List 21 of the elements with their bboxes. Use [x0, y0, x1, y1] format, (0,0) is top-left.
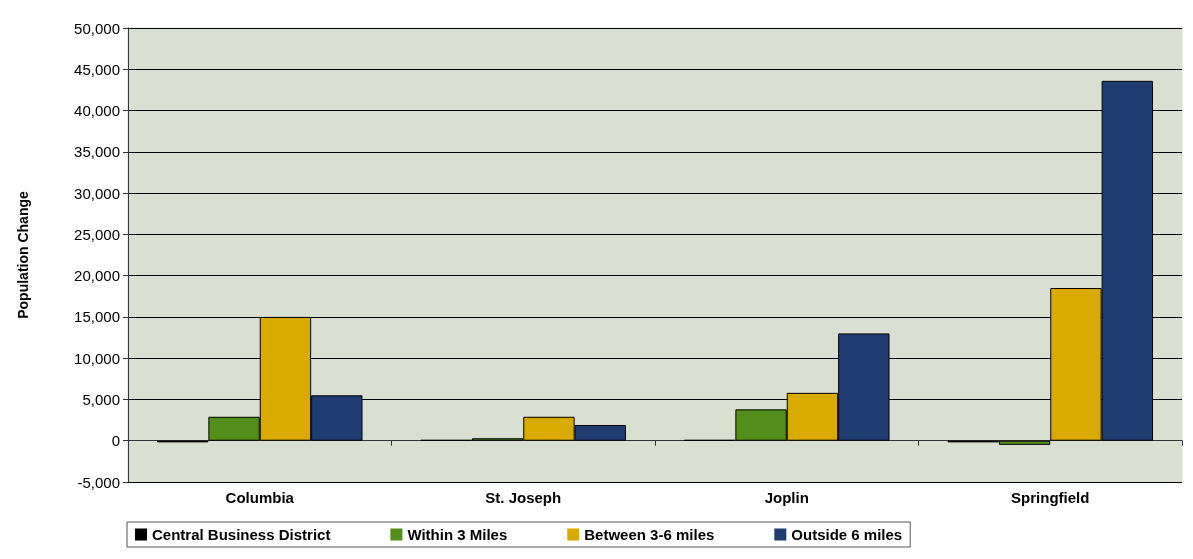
y-tick-label: 0 [111, 432, 120, 450]
x-tick-label: Columbia [225, 489, 295, 506]
y-tick-label: 40,000 [74, 102, 120, 120]
y-tick-label: 30,000 [74, 184, 120, 202]
x-tick-label: Joplin [764, 489, 809, 506]
y-tick-label: 50,000 [74, 19, 120, 37]
y-tick-label: -5,000 [77, 473, 120, 491]
y-tick-label: 25,000 [74, 225, 120, 243]
y-tick-label: 10,000 [74, 349, 120, 367]
x-tick-label: St. Joseph [485, 489, 562, 506]
legend-label: Outside 6 miles [791, 526, 903, 543]
legend-label: Central Business District [152, 526, 331, 543]
y-tick-label: 35,000 [74, 143, 120, 161]
y-tick-label: 15,000 [74, 308, 120, 326]
y-tick-label: 45,000 [74, 60, 120, 78]
y-tick-label: 20,000 [74, 267, 120, 285]
legend-label: Within 3 Miles [407, 526, 508, 543]
y-tick-label: 5,000 [82, 390, 120, 408]
legend-label: Between 3-6 miles [584, 526, 715, 543]
y-axis-title: Population Change [15, 191, 31, 319]
x-tick-label: Springfield [1011, 489, 1090, 506]
